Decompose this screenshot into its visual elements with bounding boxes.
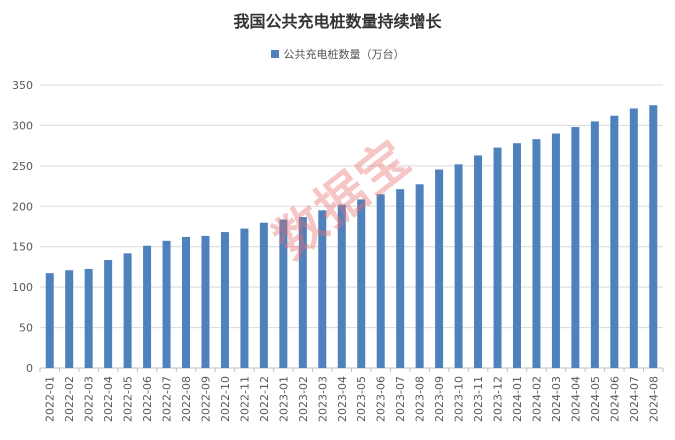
bar — [259, 222, 268, 368]
x-tick-label: 2022-06 — [141, 376, 154, 422]
x-tick-label: 2022-02 — [63, 376, 76, 422]
legend-label: 公共充电桩数量（万台） — [283, 48, 405, 61]
bar — [123, 253, 132, 368]
bars — [45, 105, 658, 369]
x-tick-label: 2022-07 — [161, 376, 174, 422]
x-axis: 2022-01 2022-02 2022-03 2022-04 2022-05 2022-… — [39, 368, 664, 422]
x-tick-label: 2024-01 — [511, 376, 524, 422]
bar — [220, 232, 229, 368]
x-tick-label: 2023-02 — [297, 376, 310, 422]
legend: 公共充电桩数量（万台） — [0, 46, 675, 62]
x-tick-label: 2023-03 — [316, 376, 329, 422]
x-tick-label: 2024-08 — [647, 376, 660, 422]
y-tick-label: 0 — [26, 362, 33, 375]
bar — [493, 147, 502, 368]
bar — [532, 139, 541, 368]
y-tick-label: 50 — [19, 322, 33, 335]
x-tick-label: 2022-09 — [199, 376, 212, 422]
bar — [629, 108, 638, 368]
x-tick-label: 2022-01 — [44, 376, 57, 422]
x-tick-label: 2023-09 — [433, 376, 446, 422]
bar — [435, 169, 444, 368]
bar — [357, 199, 366, 368]
bar — [512, 143, 521, 368]
x-tick-label: 2022-12 — [258, 376, 271, 422]
x-tick-label: 2024-06 — [608, 376, 621, 422]
x-tick-label: 2023-05 — [355, 376, 368, 422]
bar — [571, 127, 580, 368]
legend-swatch — [270, 50, 279, 58]
bar — [376, 194, 385, 368]
bar — [474, 155, 483, 368]
bar — [182, 236, 191, 368]
x-tick-label: 2023-06 — [375, 376, 388, 422]
y-tick-label: 250 — [12, 160, 33, 173]
y-tick-label: 300 — [12, 119, 33, 132]
chart-title: 我国公共充电桩数量持续增长 — [233, 12, 442, 31]
x-tick-label: 2023-01 — [277, 376, 290, 422]
bar — [396, 189, 405, 368]
x-tick-label: 2022-10 — [219, 376, 232, 422]
x-tick-label: 2023-12 — [492, 376, 505, 422]
x-tick-label: 2023-04 — [336, 376, 349, 422]
y-tick-label: 150 — [12, 241, 33, 254]
bar — [279, 219, 288, 368]
bar — [318, 210, 327, 368]
x-tick-label: 2024-07 — [628, 376, 641, 422]
bar — [201, 235, 210, 368]
x-tick-label: 2022-03 — [83, 376, 96, 422]
x-tick-label: 2024-03 — [550, 376, 563, 422]
x-tick-label: 2022-05 — [122, 376, 135, 422]
x-tick-label: 2022-08 — [180, 376, 193, 422]
x-tick-label: 2023-11 — [472, 376, 485, 422]
bar — [84, 268, 93, 368]
bar — [454, 164, 463, 368]
bar — [45, 273, 54, 368]
bar — [104, 259, 113, 368]
y-axis: 0 50 100 150 200 250 300 350 — [12, 79, 33, 375]
bar — [610, 115, 619, 369]
x-tick-label: 2022-04 — [102, 376, 115, 422]
bar — [415, 184, 424, 368]
x-tick-label: 2023-07 — [394, 376, 407, 422]
x-tick-label: 2022-11 — [238, 376, 251, 422]
bar — [590, 121, 599, 368]
bar — [143, 245, 152, 368]
x-tick-label: 2024-04 — [569, 376, 582, 422]
y-tick-label: 200 — [12, 200, 33, 213]
bar — [240, 228, 249, 368]
bar — [298, 217, 307, 368]
bar — [337, 204, 346, 368]
bar — [649, 105, 658, 368]
x-tick-label: 2024-02 — [530, 376, 543, 422]
x-tick-label: 2023-10 — [453, 376, 466, 422]
bar — [551, 133, 560, 368]
y-tick-label: 100 — [12, 281, 33, 294]
y-tick-label: 350 — [12, 79, 33, 92]
bar — [65, 270, 74, 368]
x-tick-label: 2024-05 — [589, 376, 602, 422]
x-tick-label: 2023-08 — [414, 376, 427, 422]
bar — [162, 240, 171, 368]
